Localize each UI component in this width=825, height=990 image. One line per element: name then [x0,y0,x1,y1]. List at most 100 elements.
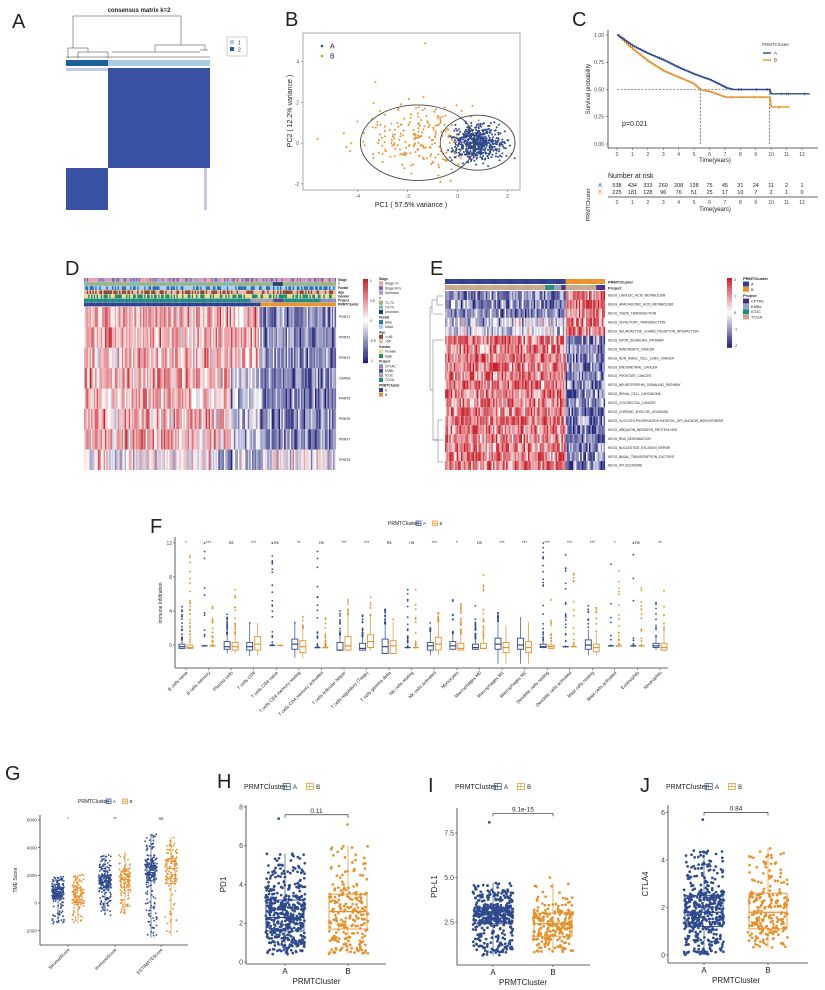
heatmap-cell [308,348,310,368]
annotation-cell [563,279,565,284]
heatmap-cell [489,318,491,327]
annotation-cell [157,278,159,282]
heatmap-cell [540,318,542,327]
point-b [364,144,366,146]
annotation-cell [273,290,275,294]
colorbar-segment [363,287,368,289]
annotation-cell [122,286,124,290]
heatmap-cell [193,409,195,429]
heatmap-cell [123,348,125,368]
heatmap-cell [318,389,320,409]
annotation-cell [119,278,121,282]
annotation-cell [496,279,498,284]
heatmap-cell [161,348,163,368]
heatmap-cell [595,363,597,372]
annotation-cell [284,294,286,298]
heatmap-cell [474,345,476,354]
heatmap-cell [150,348,152,368]
heatmap-cell [224,450,226,470]
annotation-cell [217,294,219,298]
annotation-cell [178,282,180,286]
annotation-cell [102,299,104,303]
heatmap-cell [580,309,582,318]
heatmap-cell [190,368,192,388]
annotation-cell [241,286,243,290]
heatmap-cell [471,345,473,354]
annotation-cell [556,285,558,290]
heatmap-cell [595,354,597,363]
heatmap-cell [557,300,559,309]
heatmap-cell [335,429,337,449]
heatmap-cell [245,409,247,429]
point-b [389,156,391,158]
heatmap-cell [460,354,462,363]
heatmap-cell [538,354,540,363]
heatmap-cell [272,389,274,409]
heatmap-cell [143,389,145,409]
annotation-cell [203,282,205,286]
annotation-cell [323,294,325,298]
annotation-cell [94,299,96,303]
heatmap-cell [473,318,475,327]
annotation-cell [95,299,97,303]
heatmap-cell [325,429,327,449]
annotation-cell [274,299,276,303]
annotation-cell [238,299,240,303]
heatmap-cell [572,300,574,309]
heatmap-cell [284,450,286,470]
annotation-cell [143,294,145,298]
heatmap-cell [445,300,447,309]
heatmap-cell [576,345,578,354]
heatmap-cell [280,327,282,347]
heatmap-cell [256,429,258,449]
heatmap-cell [85,368,87,388]
heatmap-cell [214,450,216,470]
heatmap-cell [287,409,289,429]
heatmap-cell [237,348,239,368]
colorbar-segment [363,283,368,285]
annotation-cell [265,299,267,303]
heatmap-cell [164,348,166,368]
risk-count: 11 [768,183,774,189]
x-tick-label: 1 [631,200,634,206]
heatmap-cell [538,327,540,336]
heatmap-cell [451,318,453,327]
annotation-cell [326,282,328,286]
point-b [412,164,414,166]
annotation-cell [164,294,166,298]
annotation-cell [260,303,262,307]
annotation-cell [283,299,285,303]
heatmap-cell [200,450,202,470]
point-b [410,164,412,166]
heatmap-cell [473,327,475,336]
heatmap-cell [589,300,591,309]
annotation-cell [164,303,166,307]
annotation-cell [321,282,323,286]
heatmap-cell [183,409,185,429]
heatmap-cell [580,327,582,336]
annotation-cell [202,303,204,307]
annotation-cell [108,294,110,298]
annotation-cell [286,303,288,307]
annotation-cell [506,279,508,284]
heatmap-cell [554,327,556,336]
annotation-cell [316,303,318,307]
annotation-cell [291,286,293,290]
annotation-cell [206,290,208,294]
annotation-cell [287,303,289,307]
heatmap-cell [288,429,290,449]
heatmap-cell [210,368,212,388]
x-tick-label: 12 [799,152,805,158]
annotation-cell [200,299,202,303]
heatmap-cell [143,307,145,327]
annotation-cell [308,278,310,282]
heatmap-cell [576,336,578,345]
heatmap-cell [569,336,571,345]
point-b [379,110,381,112]
heatmap-cell [576,309,578,318]
heatmap-cell [462,372,464,381]
heatmap-cell [325,389,327,409]
annotation-cell [487,285,489,290]
heatmap-cell [258,307,260,327]
heatmap-cell [186,389,188,409]
